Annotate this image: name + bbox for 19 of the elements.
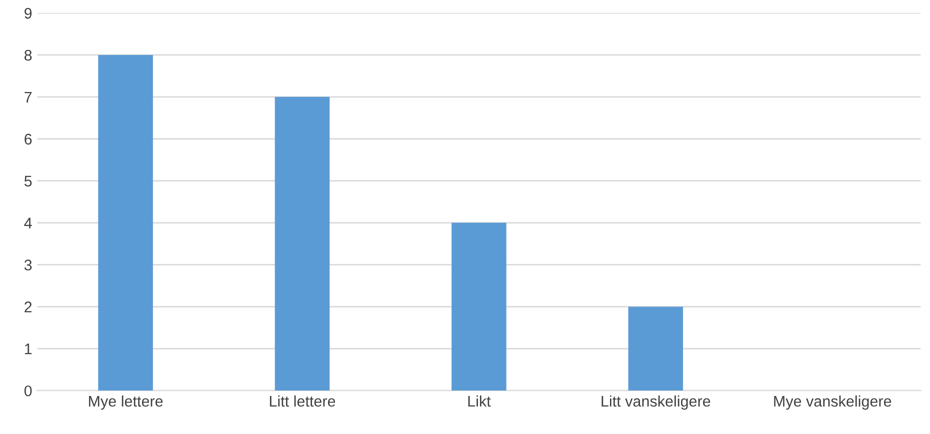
bar: [628, 306, 684, 391]
x-tick-label: Likt: [468, 395, 491, 407]
y-tick-label: 5: [24, 176, 32, 187]
x-tick-label: Mye vanskeligere: [774, 395, 892, 410]
x-tick-label: Mye lettere: [89, 395, 163, 410]
y-tick-label: 6: [24, 134, 32, 145]
y-tick-label: 8: [24, 50, 32, 61]
bar: [98, 54, 153, 391]
y-tick-label: 7: [24, 92, 32, 102]
bar: [452, 222, 506, 391]
y-tick-label: 2: [24, 302, 32, 312]
x-tick-label: Litt lettere: [270, 395, 336, 407]
bar: [274, 96, 330, 391]
y-tick-label: 3: [24, 260, 32, 270]
x-tick-label: Litt vanskeligere: [602, 395, 710, 410]
y-tick-label: 1: [25, 344, 32, 354]
y-tick-label: 9: [24, 8, 32, 19]
y-tick-label: 4: [24, 218, 32, 228]
y-tick-label: 0: [24, 385, 32, 396]
